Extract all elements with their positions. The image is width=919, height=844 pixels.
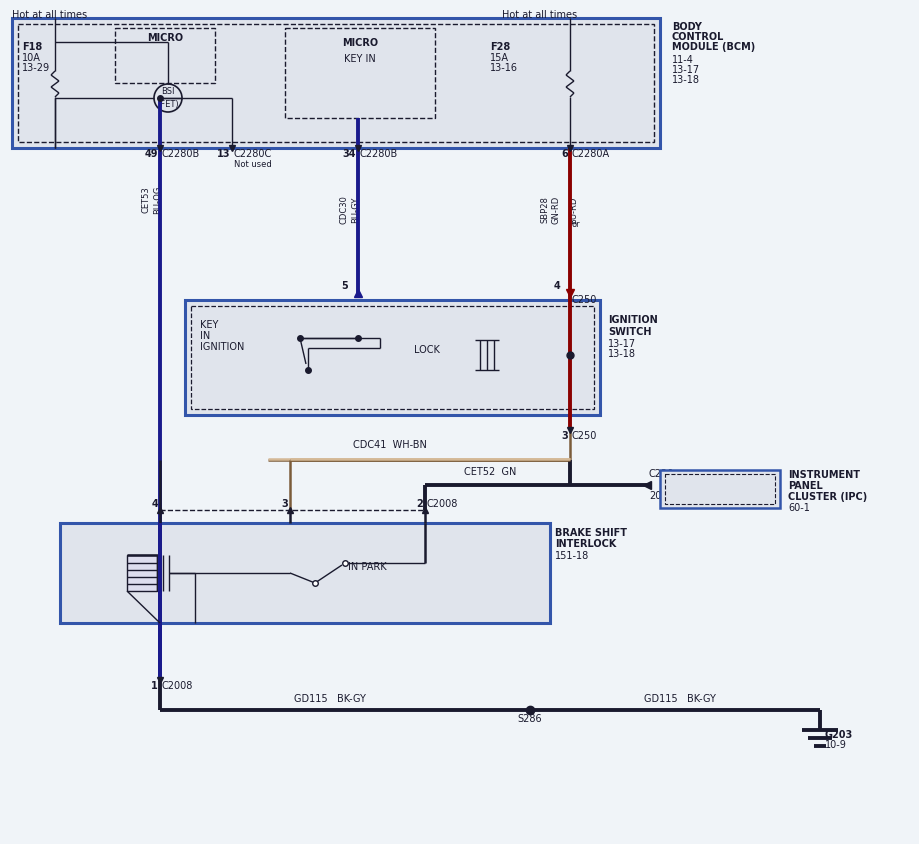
Text: C2008: C2008 bbox=[426, 499, 458, 509]
Text: C250: C250 bbox=[572, 295, 596, 305]
Text: CET52  GN: CET52 GN bbox=[463, 467, 516, 477]
Text: INSTRUMENT: INSTRUMENT bbox=[788, 470, 859, 480]
Text: or: or bbox=[572, 220, 580, 229]
Text: C2280B: C2280B bbox=[359, 149, 398, 159]
Text: 151-18: 151-18 bbox=[554, 551, 588, 561]
Text: 13-17: 13-17 bbox=[607, 339, 635, 349]
Text: 5: 5 bbox=[341, 281, 347, 291]
Text: Hot at all times: Hot at all times bbox=[502, 10, 576, 20]
Text: CET53: CET53 bbox=[142, 187, 151, 214]
Bar bbox=[115, 28, 215, 83]
Text: 60-1: 60-1 bbox=[788, 503, 809, 513]
Bar bbox=[18, 24, 653, 142]
Text: MICRO: MICRO bbox=[147, 33, 183, 43]
Text: CONTROL: CONTROL bbox=[671, 32, 723, 42]
Text: IN: IN bbox=[199, 331, 210, 341]
Text: 15A: 15A bbox=[490, 53, 508, 63]
Text: C2008: C2008 bbox=[162, 681, 193, 691]
Text: Hot at all times: Hot at all times bbox=[12, 10, 87, 20]
Text: KEY IN: KEY IN bbox=[344, 54, 376, 64]
Text: LOCK: LOCK bbox=[414, 345, 439, 355]
Text: 6: 6 bbox=[561, 149, 567, 159]
Text: F28: F28 bbox=[490, 42, 510, 52]
Bar bbox=[285, 28, 435, 118]
Text: 3: 3 bbox=[561, 431, 567, 441]
Text: F18: F18 bbox=[22, 42, 42, 52]
Text: GD115   BK-GY: GD115 BK-GY bbox=[294, 694, 366, 704]
Text: 4: 4 bbox=[552, 281, 560, 291]
Text: CDC41  WH-BN: CDC41 WH-BN bbox=[353, 440, 426, 450]
Text: PANEL: PANEL bbox=[788, 481, 822, 491]
Bar bbox=[659, 470, 779, 508]
Text: 3: 3 bbox=[281, 499, 288, 509]
Text: MICRO: MICRO bbox=[342, 38, 378, 48]
Bar bbox=[191, 306, 594, 409]
Bar bbox=[12, 18, 659, 148]
Text: C250: C250 bbox=[572, 431, 596, 441]
Text: 13-16: 13-16 bbox=[490, 63, 517, 73]
Text: GD115   BK-GY: GD115 BK-GY bbox=[643, 694, 715, 704]
Text: 13-18: 13-18 bbox=[671, 75, 699, 85]
Text: BSI: BSI bbox=[161, 87, 175, 96]
Text: 10-9: 10-9 bbox=[824, 740, 846, 750]
Bar bbox=[185, 300, 599, 415]
Text: G203: G203 bbox=[824, 730, 852, 740]
Text: 1: 1 bbox=[151, 681, 158, 691]
Text: 13: 13 bbox=[216, 149, 230, 159]
Text: S286: S286 bbox=[517, 714, 541, 724]
Text: IGNITION: IGNITION bbox=[607, 315, 657, 325]
Text: CLUSTER (IPC): CLUSTER (IPC) bbox=[788, 492, 867, 502]
Text: C2280B: C2280B bbox=[162, 149, 200, 159]
Text: BODY: BODY bbox=[671, 22, 701, 32]
Bar bbox=[664, 474, 774, 504]
Text: C2280A: C2280A bbox=[572, 149, 609, 159]
Bar bbox=[127, 555, 157, 591]
Text: 2: 2 bbox=[415, 499, 423, 509]
Text: (FET): (FET) bbox=[157, 100, 178, 109]
Text: 11-4: 11-4 bbox=[671, 55, 693, 65]
Text: 34: 34 bbox=[342, 149, 356, 159]
Text: Not used: Not used bbox=[233, 160, 271, 169]
Text: 13-29: 13-29 bbox=[22, 63, 50, 73]
Text: INTERLOCK: INTERLOCK bbox=[554, 539, 616, 549]
Text: GN-RD: GN-RD bbox=[551, 196, 561, 225]
Text: BU-OG: BU-OG bbox=[153, 186, 162, 214]
Text: C2280C: C2280C bbox=[233, 149, 272, 159]
Text: IGNITION: IGNITION bbox=[199, 342, 244, 352]
Text: PARK DETECT: PARK DETECT bbox=[682, 484, 756, 494]
Text: 20: 20 bbox=[648, 491, 661, 501]
Text: 49: 49 bbox=[144, 149, 158, 159]
Text: KEY: KEY bbox=[199, 320, 218, 330]
Text: CDC30: CDC30 bbox=[340, 196, 348, 225]
Text: C220: C220 bbox=[648, 469, 674, 479]
Text: SWITCH: SWITCH bbox=[607, 327, 651, 337]
Text: IN PARK: IN PARK bbox=[347, 562, 386, 572]
Text: SBP28: SBP28 bbox=[540, 197, 550, 224]
Text: MODULE (BCM): MODULE (BCM) bbox=[671, 42, 754, 52]
Text: BU-GY: BU-GY bbox=[351, 197, 359, 223]
Text: 10A: 10A bbox=[22, 53, 40, 63]
Text: BU-RD: BU-RD bbox=[568, 197, 577, 224]
Text: BRAKE SHIFT: BRAKE SHIFT bbox=[554, 528, 627, 538]
Text: 13-17: 13-17 bbox=[671, 65, 699, 75]
Text: 13-18: 13-18 bbox=[607, 349, 635, 359]
Bar bbox=[60, 523, 550, 623]
Text: 4: 4 bbox=[151, 499, 158, 509]
